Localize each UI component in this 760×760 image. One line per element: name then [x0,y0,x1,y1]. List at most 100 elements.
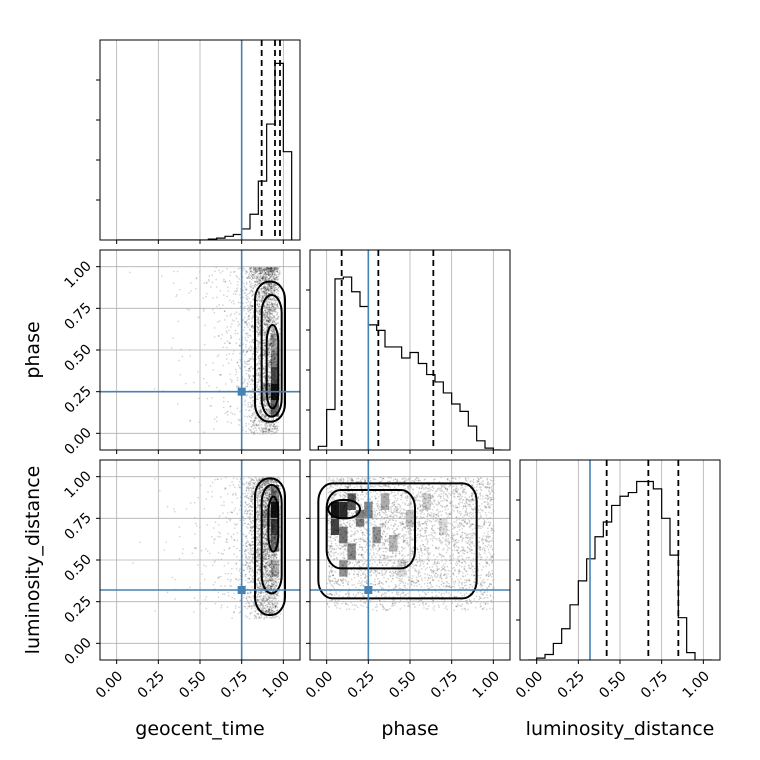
scatter-point [225,383,227,385]
scatter-point [273,283,275,285]
scatter-point [251,318,253,320]
scatter-point [269,361,271,364]
scatter-point [258,278,260,280]
scatter-point [271,279,273,281]
scatter-point [228,329,230,332]
scatter-point [268,515,271,518]
scatter-point [241,426,244,429]
scatter-point [270,541,272,544]
scatter-point [230,537,233,539]
scatter-point [250,526,253,528]
scatter-point [264,492,267,494]
scatter-point [251,339,253,341]
scatter-point [255,424,258,426]
scatter-point [246,382,248,384]
scatter-point [269,270,271,273]
scatter-point [261,297,264,299]
scatter-point [246,271,249,274]
scatter-point [271,572,274,575]
scatter-point [247,326,249,328]
scatter-point [247,310,250,313]
scatter-point [269,518,272,521]
scatter-point [255,271,258,274]
scatter-point [252,595,255,598]
scatter-point [276,318,279,320]
scatter-point [222,553,224,555]
scatter-point [244,535,247,538]
scatter-point [272,383,274,386]
scatter-point [266,277,268,279]
scatter-point [257,497,259,499]
scatter-point [259,331,261,334]
scatter-point [275,530,278,532]
scatter-point [272,404,274,406]
scatter-point [256,339,258,342]
scatter-point [264,511,266,514]
scatter-point [266,315,268,317]
scatter-point [258,357,260,360]
scatter-point [258,607,261,609]
scatter-point [263,427,265,429]
scatter-point [271,571,274,573]
scatter-point [249,312,252,314]
scatter-point [250,553,252,556]
scatter-point [259,490,262,493]
scatter-point [252,490,255,492]
scatter-point [277,615,279,618]
scatter-point [259,280,262,282]
scatter-point [270,404,273,406]
scatter-point [271,365,273,368]
scatter-point [170,347,173,349]
scatter-point [269,283,271,285]
scatter-point [270,343,272,345]
scatter-point [266,316,269,318]
scatter-point [261,313,264,316]
scatter-point [233,523,236,525]
scatter-point [268,267,270,270]
scatter-point [159,489,161,492]
scatter-point [268,375,271,377]
scatter-point [257,311,259,314]
scatter-point [272,404,275,407]
scatter-point [271,389,273,391]
scatter-point [249,270,252,273]
scatter-point [245,332,248,335]
scatter-point [272,343,275,345]
scatter-point [268,552,270,554]
scatter-point [258,549,260,552]
scatter-point [256,299,259,302]
scatter-point [250,397,253,399]
scatter-point [257,274,259,276]
scatter-point [254,607,256,609]
scatter-point [271,490,274,492]
scatter-point [272,536,275,539]
scatter-point [257,347,260,350]
scatter-point [270,301,273,304]
scatter-point [249,309,252,311]
scatter-point [232,271,235,273]
scatter-point [230,359,233,361]
scatter-point [253,603,255,605]
scatter-point [275,605,277,608]
scatter-point [270,370,273,372]
scatter-point [255,386,257,389]
scatter-point [271,329,273,332]
scatter-point [246,340,248,342]
scatter-point [271,572,273,575]
scatter-point [274,300,276,302]
scatter-point [266,479,269,482]
scatter-point [225,476,227,479]
scatter-point [276,314,278,316]
scatter-point [263,531,265,533]
scatter-point [271,305,274,307]
scatter-point [268,495,270,497]
scatter-point [263,579,265,581]
scatter-point [276,303,278,306]
scatter-point [270,286,272,288]
scatter-point [252,502,254,504]
scatter-point [252,287,254,290]
scatter-point [252,405,254,407]
scatter-point [264,290,266,293]
scatter-point [264,505,266,507]
scatter-point [251,389,254,391]
